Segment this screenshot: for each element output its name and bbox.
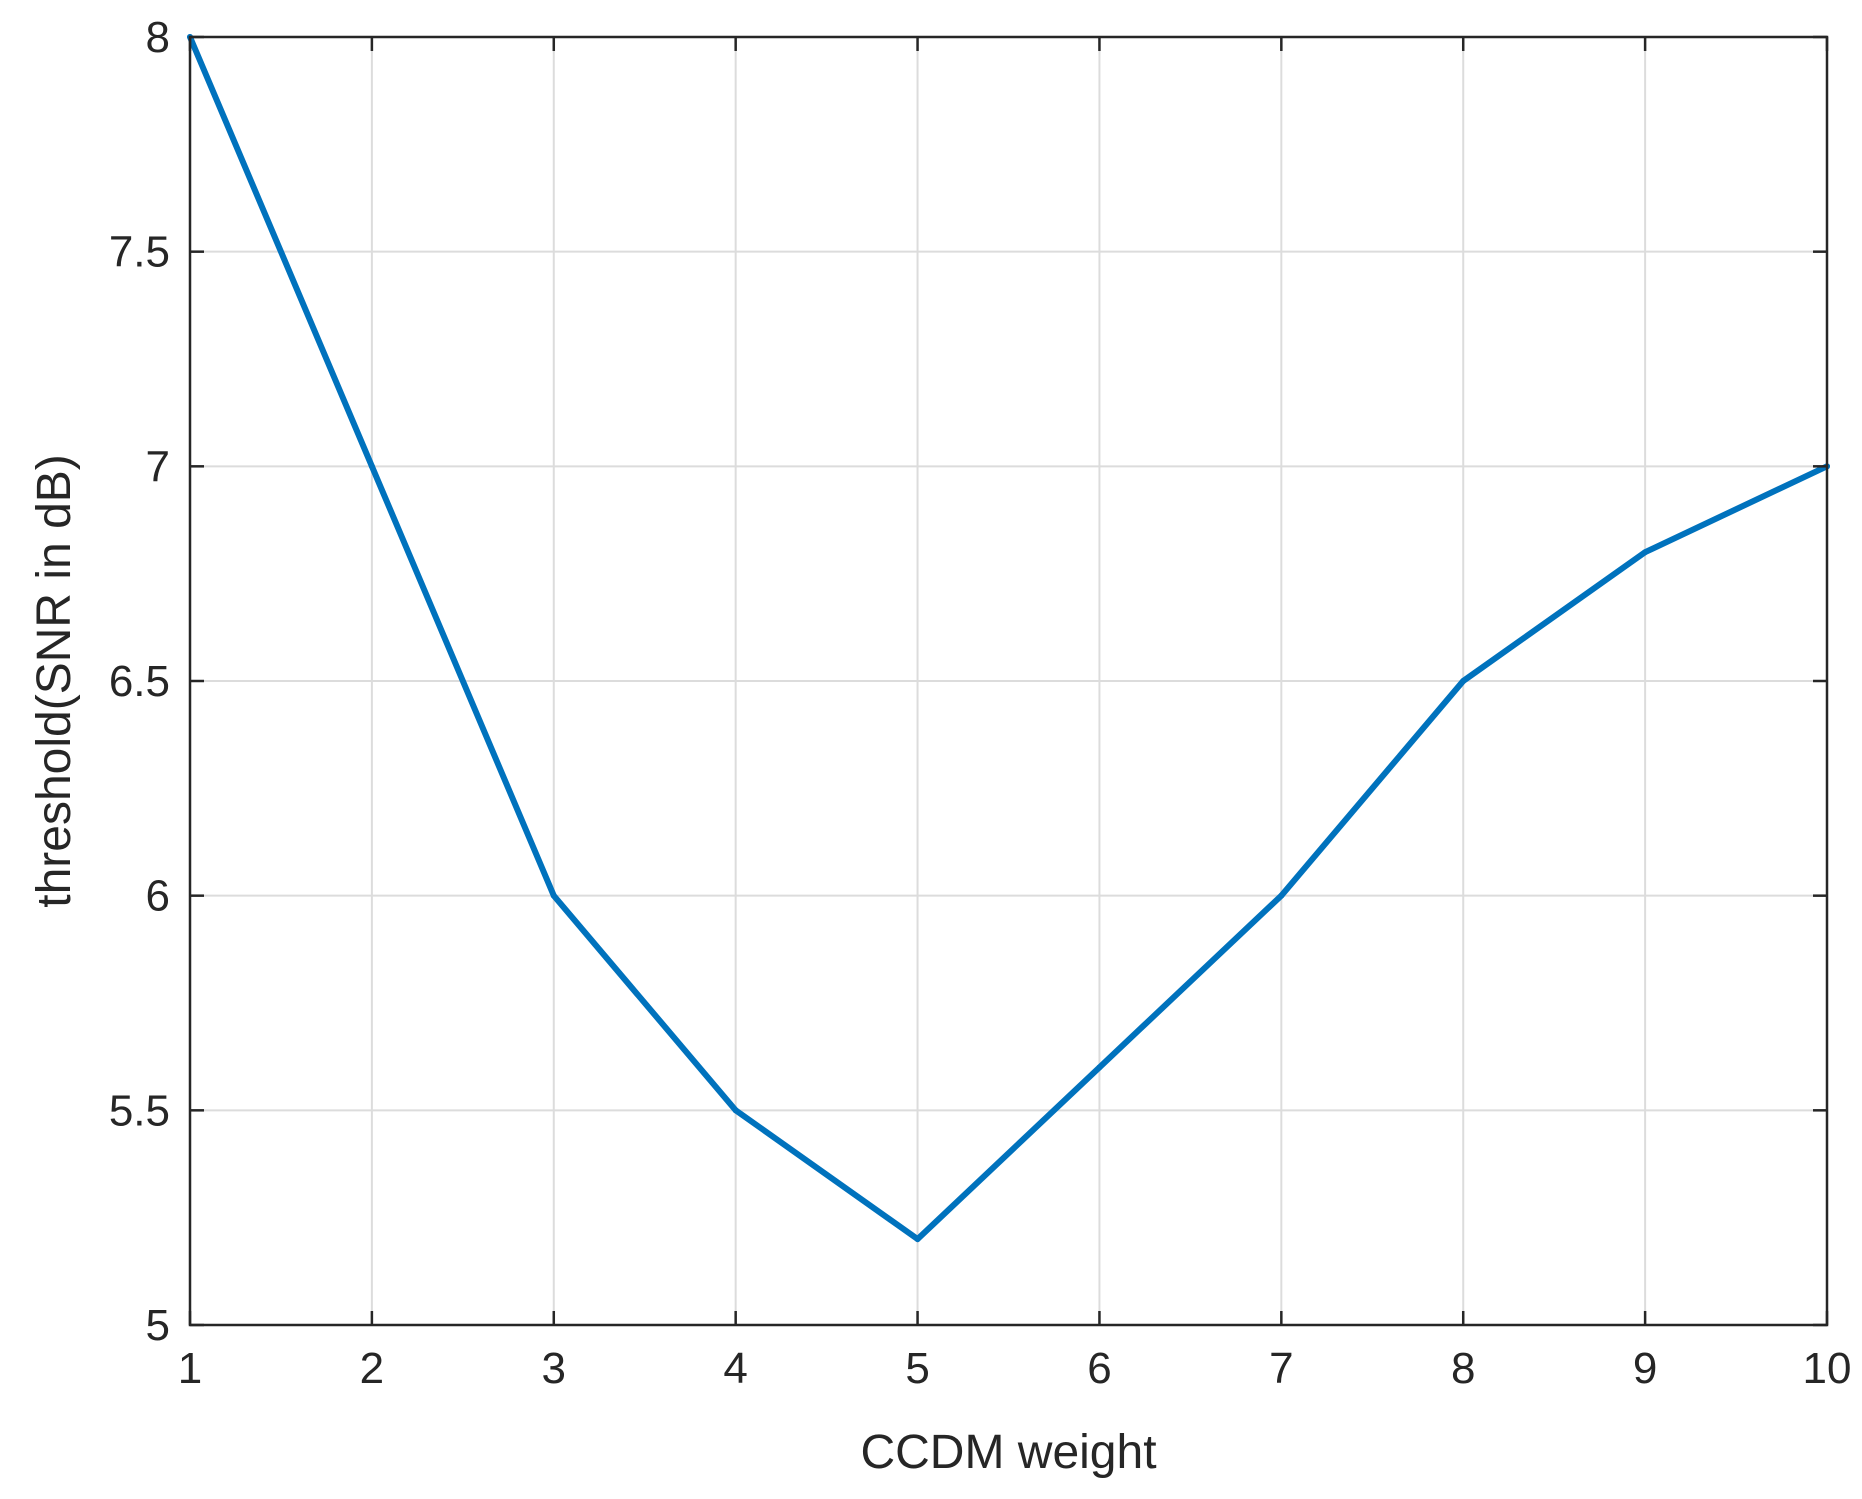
series-lines bbox=[187, 34, 1830, 1243]
y-tick-label-6: 6 bbox=[146, 872, 170, 921]
data-point-0-8 bbox=[1642, 549, 1649, 556]
y-tick-label-6.5: 6.5 bbox=[109, 657, 170, 706]
tick-labels: 1 2 3 4 5 6 7 8 9 10 5 5.5 6 6.5 7 7.5 8 bbox=[109, 13, 1852, 1393]
data-point-0-5 bbox=[1096, 1064, 1103, 1071]
x-tick-label-5: 5 bbox=[905, 1344, 929, 1393]
y-tick-label-7.5: 7.5 bbox=[109, 228, 170, 277]
x-tick-label-1: 1 bbox=[178, 1344, 202, 1393]
x-tick-label-6: 6 bbox=[1087, 1344, 1111, 1393]
x-tick-label-7: 7 bbox=[1269, 1344, 1293, 1393]
x-tick-label-8: 8 bbox=[1451, 1344, 1475, 1393]
y-axis-label: threshold(SNR in dB) bbox=[28, 454, 81, 908]
axes bbox=[188, 35, 1829, 1327]
data-point-0-1 bbox=[368, 463, 375, 470]
y-tick-label-5: 5 bbox=[146, 1301, 170, 1350]
x-tick-label-3: 3 bbox=[542, 1344, 566, 1393]
x-tick-label-4: 4 bbox=[723, 1344, 747, 1393]
series-line-0 bbox=[187, 34, 1830, 1243]
data-point-0-3 bbox=[732, 1107, 739, 1114]
data-point-0-7 bbox=[1460, 678, 1467, 684]
x-tick-label-10: 10 bbox=[1803, 1344, 1852, 1393]
y-tick-label-7: 7 bbox=[146, 442, 170, 491]
data-point-0-6 bbox=[1278, 892, 1285, 899]
x-tick-label-2: 2 bbox=[360, 1344, 384, 1393]
x-tick-label-9: 9 bbox=[1633, 1344, 1657, 1393]
data-point-0-4 bbox=[914, 1236, 921, 1243]
y-tick-label-5.5: 5.5 bbox=[109, 1086, 170, 1135]
data-point-0-2 bbox=[550, 892, 557, 899]
x-axis-label: CCDM weight bbox=[860, 1426, 1156, 1479]
y-tick-label-8: 8 bbox=[146, 13, 170, 62]
